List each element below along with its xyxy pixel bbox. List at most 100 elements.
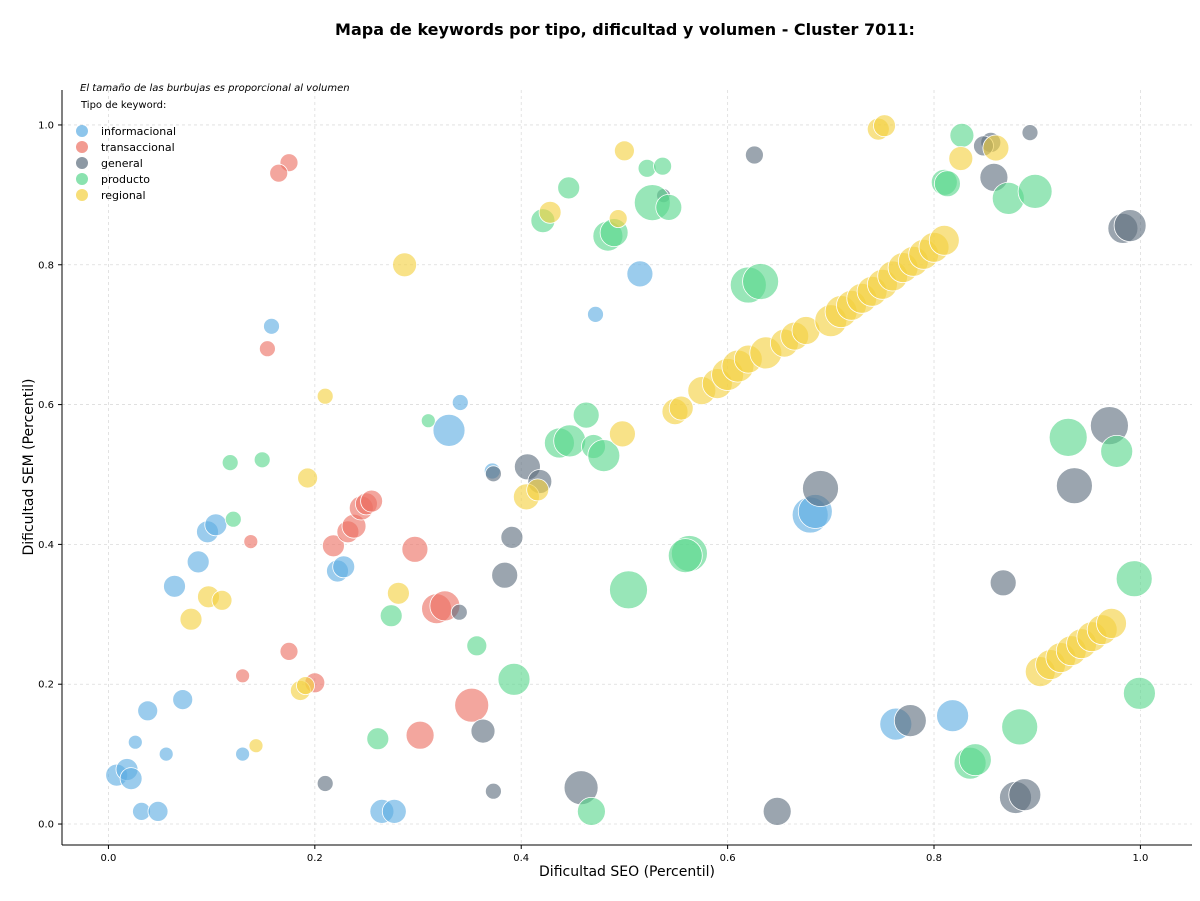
bubble-regional [526,478,550,502]
bubble-producto [577,797,606,826]
bubble-informacional [172,689,194,710]
y-tick-label: 0.6 [38,400,54,411]
bubble-transaccional [454,687,490,723]
bubble-producto [949,122,975,148]
bubble-regional [873,114,896,138]
bubble-regional [386,581,410,605]
bubble-transaccional [235,668,251,684]
bubble-general [491,561,519,589]
bubble-producto [667,538,703,573]
bubble-informacional [936,699,969,733]
bubble-general [316,775,334,792]
y-tick-label: 0.8 [38,260,54,271]
bubble-producto [1123,676,1156,710]
bubble-producto [1001,708,1039,746]
bubble-producto [466,635,488,657]
legend-marker-general [76,157,88,169]
legend-label-general: general [101,157,143,170]
legend-label-transaccional: transaccional [101,141,175,154]
bubble-producto [221,454,239,472]
bubble-general [802,470,839,507]
bubble-regional [948,146,974,171]
bubble-transaccional [269,163,289,183]
bubble-producto [655,193,683,221]
y-axis-label: Dificultad SEM (Percentil) [21,379,37,556]
bubble-transaccional [360,489,384,513]
bubble-regional [211,589,233,611]
bubble-informacional [163,574,186,598]
bubble-informacional [587,305,604,323]
legend-marker-informacional [76,125,88,137]
bubble-general [484,465,502,483]
legend-items: informacional transaccional general product… [76,125,176,202]
axes [61,90,1192,846]
legend-label-informacional: informacional [101,125,176,138]
legend-marker-transaccional [76,141,88,153]
bubble-regional [982,134,1010,162]
bubble-informacional [127,734,143,750]
bubble-informacional [186,550,210,574]
bubble-producto [553,424,587,458]
bubble-informacional [119,767,143,790]
bubble-regional [297,467,319,489]
bubble-informacional [381,799,407,824]
bubble-transaccional [405,720,435,750]
x-tick-label: 0.2 [307,853,323,864]
bubble-producto [934,170,961,198]
bubble-general [500,526,524,549]
bubble-general [1021,124,1039,142]
bubble-regional [179,607,203,631]
legend: El tamaño de las burbujas es proporciona… [76,83,350,202]
x-tick-label: 0.8 [926,853,942,864]
bubble-general [893,704,927,737]
chart-title: Mapa de keywords por tipo, dificultad y … [335,20,915,39]
bubble-producto [379,604,403,628]
bubble-informacional [235,746,251,762]
legend-marker-regional [76,189,88,201]
bubble-producto [224,510,242,528]
bubble-general [1056,467,1093,505]
bubble-transaccional [279,642,299,661]
bubble-producto [1048,417,1088,457]
bubble-regional [1096,608,1127,639]
legend-label-producto: producto [101,173,150,186]
bubble-producto [742,263,779,300]
bubble-transaccional [243,534,259,549]
bubble-producto [366,727,390,751]
bubble-general [1008,778,1042,812]
bubble-informacional [147,801,169,822]
bubble-transaccional [401,535,429,563]
size-annotation: El tamaño de las burbujas es proporciona… [80,83,350,94]
legend-title: Tipo de keyword: [80,100,166,111]
bubble-regional [392,252,418,278]
bubble-producto [420,413,436,429]
bubble-regional [608,209,628,229]
bubble-producto [587,439,621,473]
bubble-informacional [332,555,356,579]
bubble-producto [253,451,271,469]
bubble-producto [653,156,672,176]
bubble-general [484,782,502,800]
bubble-regional [248,738,264,754]
bubble-producto [1017,173,1053,209]
bubble-general [1113,209,1147,243]
bubble-producto [609,570,648,610]
y-tick-label: 0.2 [38,680,54,691]
bubble-informacional [626,260,654,288]
bubble-producto [497,662,531,696]
x-tick-label: 0.6 [720,853,736,864]
bubble-producto [1115,560,1153,598]
bubble-regional [614,140,635,162]
y-tick-label: 1.0 [38,120,54,131]
x-axis-label: Dificultad SEO (Percentil) [539,864,715,880]
bubble-regional [668,395,694,421]
legend-label-regional: regional [101,189,146,202]
bubble-general [470,718,496,744]
ticks: 0.0 0.2 0.4 0.6 0.8 1.0 0.0 0.2 0.4 0.6 0.8 1.0 [38,120,1148,864]
bubble-transaccional [258,340,276,358]
bubble-regional [316,387,334,405]
bubble-general [989,569,1017,597]
bubble-transaccional [321,534,345,558]
bubble-regional [538,200,562,224]
